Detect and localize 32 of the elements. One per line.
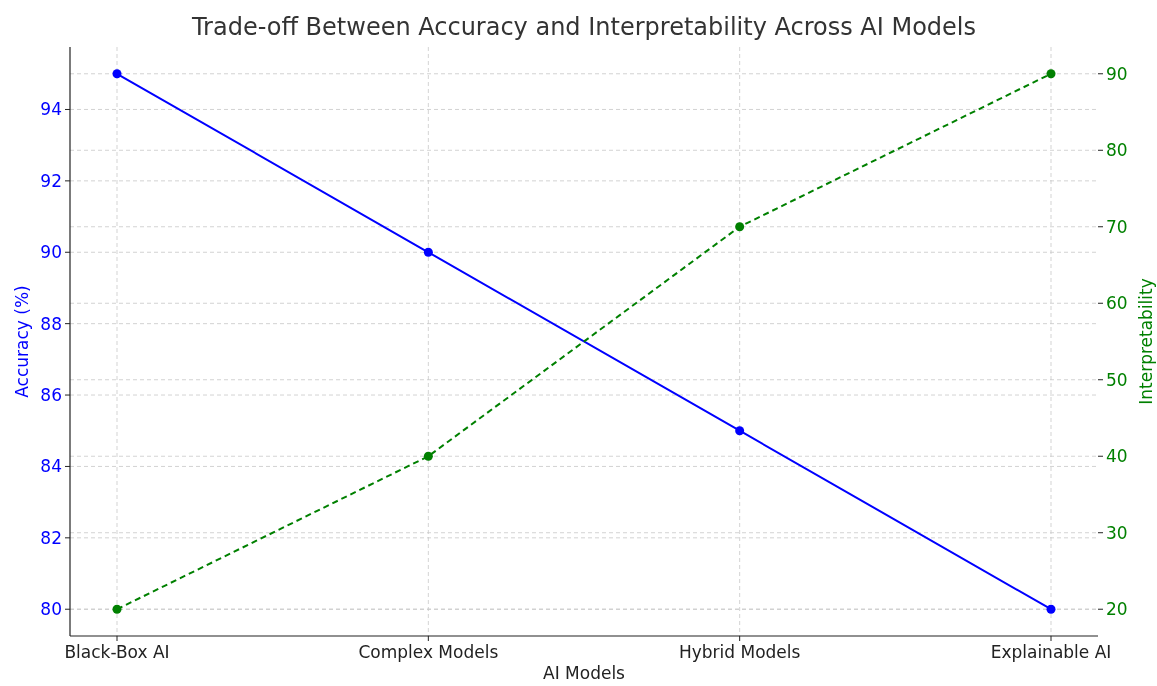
chart-title: Trade-off Between Accuracy and Interpretability Across AI Models bbox=[190, 13, 977, 41]
x-tick-label: Complex Models bbox=[358, 642, 499, 662]
point bbox=[735, 426, 745, 436]
point bbox=[112, 604, 122, 614]
y-tick-label: 94 bbox=[40, 99, 62, 120]
point bbox=[112, 69, 122, 79]
y-tick-label: 90 bbox=[40, 242, 62, 263]
point bbox=[735, 222, 745, 232]
y2-tick-label: 80 bbox=[1106, 140, 1128, 161]
point bbox=[1046, 69, 1056, 79]
y2-tick-label: 40 bbox=[1106, 446, 1128, 467]
x-tick-label: Explainable AI bbox=[990, 642, 1112, 662]
y-axis-title: Accuracy (%) bbox=[12, 285, 32, 398]
y-tick-label: 86 bbox=[40, 385, 62, 405]
y-tick-label: 92 bbox=[40, 170, 62, 191]
x-tick-label: Black-Box AI bbox=[64, 642, 170, 662]
y2-tick-label: 20 bbox=[1106, 599, 1128, 620]
y-tick-label: 80 bbox=[40, 599, 62, 620]
y-tick-label: 84 bbox=[40, 456, 62, 477]
y2-axis-title: Interpretability bbox=[1136, 278, 1156, 405]
point bbox=[423, 451, 433, 461]
x-tick-label: Hybrid Models bbox=[678, 642, 801, 662]
point bbox=[1046, 604, 1056, 614]
y2-tick-label: 50 bbox=[1106, 369, 1128, 390]
y2-tick-label: 30 bbox=[1106, 522, 1128, 543]
y2-tick-label: 70 bbox=[1106, 216, 1128, 237]
y2-tick-label: 90 bbox=[1106, 63, 1128, 84]
y2-tick-label: 60 bbox=[1106, 293, 1128, 314]
y-tick-label: 88 bbox=[40, 313, 62, 334]
y-tick-label: 82 bbox=[40, 527, 62, 548]
point bbox=[423, 247, 433, 257]
x-axis-title: AI Models bbox=[543, 662, 626, 683]
